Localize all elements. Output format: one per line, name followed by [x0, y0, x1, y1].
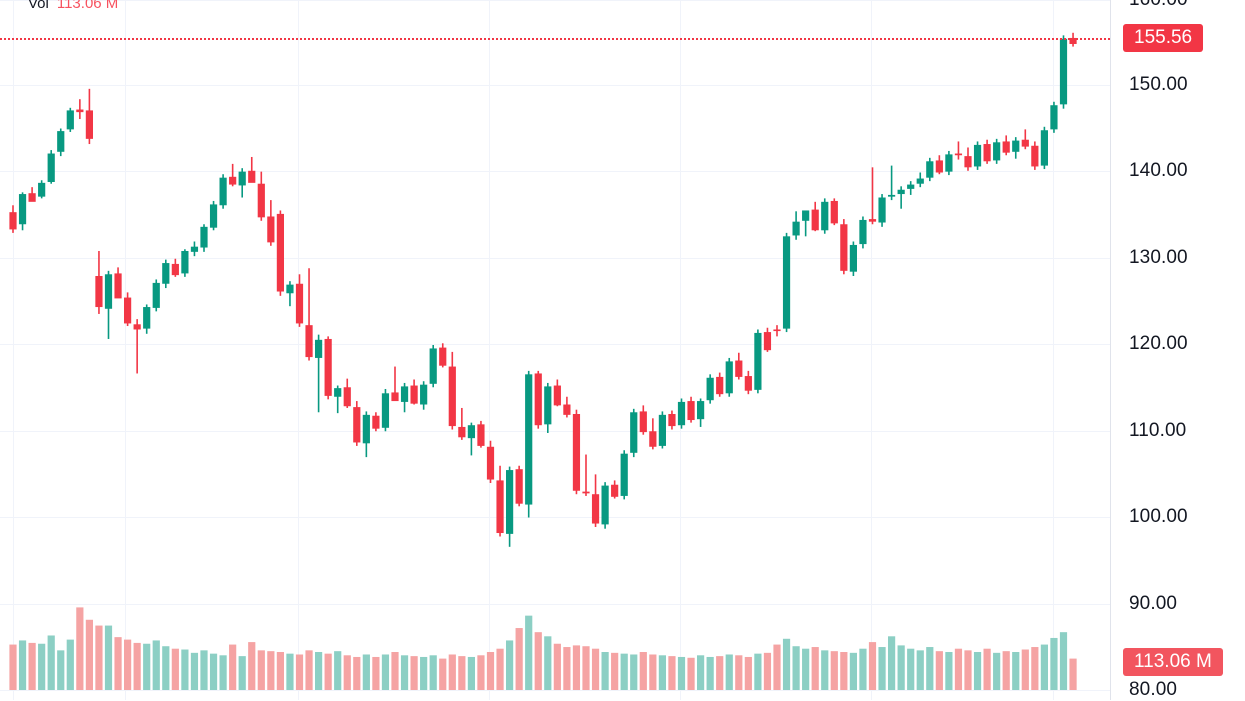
current-price-line [0, 38, 1110, 41]
price-axis-tick: 110.00 [1129, 420, 1187, 441]
price-axis-tick: 80.00 [1129, 679, 1178, 700]
price-axis-tick: 150.00 [1129, 74, 1188, 95]
candlestick-series [9, 32, 1077, 547]
price-axis-tick: 120.00 [1129, 333, 1188, 354]
price-axis-tick: 90.00 [1129, 593, 1178, 614]
price-axis-tick: 140.00 [1129, 160, 1188, 181]
price-axis-tick: 100.00 [1129, 506, 1188, 527]
current-volume-badge: 113.06 M [1123, 648, 1223, 676]
chart-gridlines [0, 0, 1110, 700]
price-axis[interactable]: 155.56 113.06 M 160.00 150.00 140.00 130.00… [1110, 0, 1245, 700]
price-axis-tick: 130.00 [1129, 247, 1188, 268]
plot-area[interactable] [0, 0, 1110, 700]
current-price-badge: 155.56 [1123, 24, 1204, 53]
price-axis-tick: 160.00 [1129, 0, 1188, 11]
legend-indicator-label: Vol [28, 0, 49, 12]
volume-bars [9, 607, 1077, 690]
chart-legend: Vol 113.06 M [28, 0, 118, 13]
legend-indicator-value: 113.06 M [56, 0, 119, 12]
